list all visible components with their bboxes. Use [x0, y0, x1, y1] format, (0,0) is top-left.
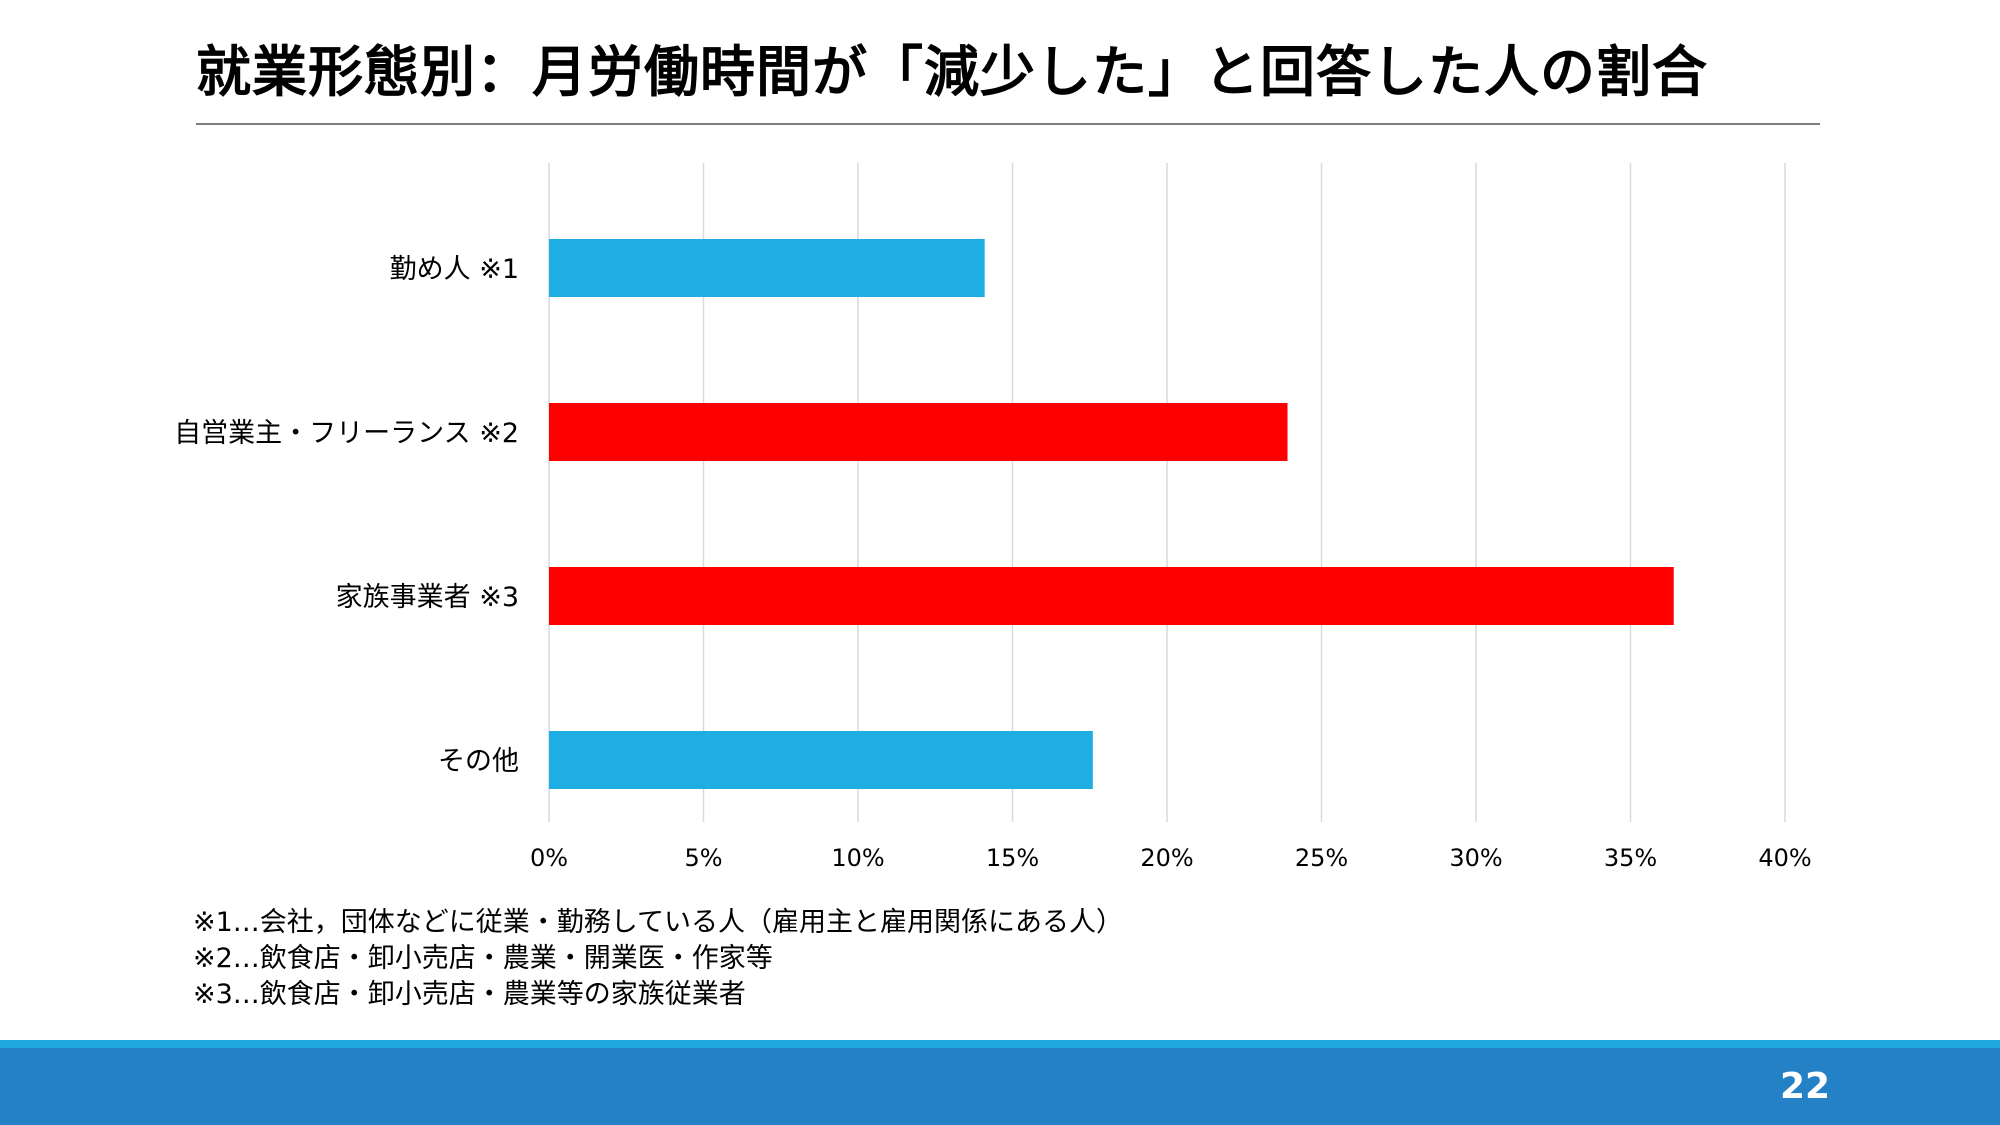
category-label: その他	[438, 746, 519, 777]
bar	[549, 567, 1674, 625]
title-underline	[196, 123, 1820, 125]
x-tick-label: 10%	[831, 844, 884, 872]
x-tick-label: 40%	[1758, 844, 1811, 872]
x-tick-label: 35%	[1604, 844, 1657, 872]
x-tick-label: 15%	[986, 844, 1039, 872]
category-label: 自営業主・フリーランス ※2	[174, 418, 519, 449]
footnote-1: ※1…会社，団体などに従業・勤務している人（雇用主と雇用関係にある人）	[193, 907, 1123, 938]
bar	[549, 731, 1093, 789]
bar-chart: 0% 5% 10% 15% 20% 25% 30% 35% 40% 勤め人 ※1 自営業主・フリーラ…	[174, 163, 1812, 872]
bar	[549, 239, 985, 297]
category-label: 家族事業者 ※3	[336, 582, 519, 613]
footer-band	[0, 1048, 2000, 1125]
x-tick-label: 5%	[684, 844, 722, 872]
x-tick-label: 20%	[1140, 844, 1193, 872]
footnote-3: ※3…飲食店・卸小売店・農業等の家族従業者	[193, 979, 746, 1010]
slide-title: 就業形態別：月労働時間が「減少した」と回答した人の割合	[196, 40, 1709, 104]
footnote-2: ※2…飲食店・卸小売店・農業・開業医・作家等	[193, 943, 773, 974]
x-tick-label: 30%	[1449, 844, 1502, 872]
page-number: 22	[1779, 1066, 1831, 1107]
x-tick-label: 0%	[530, 844, 568, 872]
footnotes: ※1…会社，団体などに従業・勤務している人（雇用主と雇用関係にある人） ※2…飲…	[193, 905, 1123, 1013]
category-label: 勤め人 ※1	[390, 254, 519, 285]
footer-accent-line	[0, 1040, 2000, 1048]
bar	[549, 403, 1288, 461]
x-tick-label: 25%	[1295, 844, 1348, 872]
